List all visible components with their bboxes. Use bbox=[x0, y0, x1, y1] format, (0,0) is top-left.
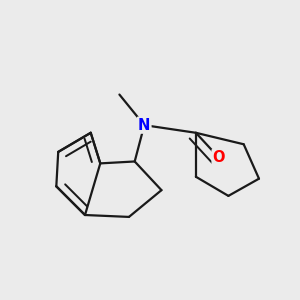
Text: O: O bbox=[213, 150, 225, 165]
Text: N: N bbox=[138, 118, 151, 133]
